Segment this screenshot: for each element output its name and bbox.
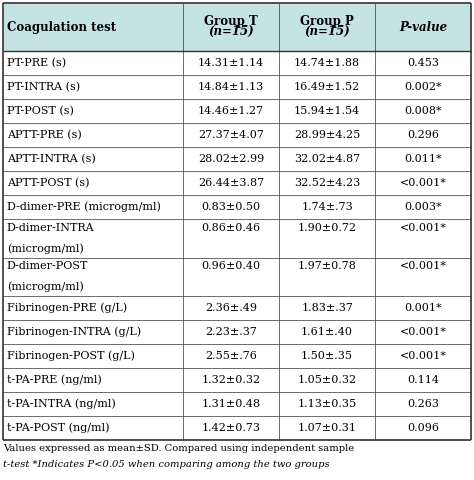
Text: <0.001*: <0.001* xyxy=(400,261,447,271)
Text: <0.001*: <0.001* xyxy=(400,223,447,233)
Text: 1.97±0.78: 1.97±0.78 xyxy=(298,261,356,271)
Text: Fibrinogen-PRE (g/L): Fibrinogen-PRE (g/L) xyxy=(7,303,127,313)
Bar xyxy=(3,147,471,171)
Text: 0.263: 0.263 xyxy=(407,399,439,409)
Text: Fibrinogen-INTRA (g/L): Fibrinogen-INTRA (g/L) xyxy=(7,327,141,337)
Bar xyxy=(3,123,471,147)
Text: 2.23±.37: 2.23±.37 xyxy=(205,327,257,337)
Text: (microgm/ml): (microgm/ml) xyxy=(7,282,83,292)
Text: 0.001*: 0.001* xyxy=(404,303,442,313)
Bar xyxy=(3,219,471,257)
Text: Group P: Group P xyxy=(300,15,354,28)
Text: Group T: Group T xyxy=(204,15,258,28)
Text: 1.13±0.35: 1.13±0.35 xyxy=(298,399,356,409)
Text: 0.83±0.50: 0.83±0.50 xyxy=(201,202,261,212)
Text: (n=15): (n=15) xyxy=(304,24,350,37)
Text: 0.096: 0.096 xyxy=(407,423,439,433)
Bar xyxy=(3,51,471,75)
Text: 32.52±4.23: 32.52±4.23 xyxy=(294,178,360,188)
Text: 2.55±.76: 2.55±.76 xyxy=(205,351,257,361)
Text: Values expressed as mean±SD. Compared using independent sample: Values expressed as mean±SD. Compared us… xyxy=(3,444,354,453)
Text: PT-POST (s): PT-POST (s) xyxy=(7,106,73,116)
Text: Fibrinogen-POST (g/L): Fibrinogen-POST (g/L) xyxy=(7,351,135,361)
Text: 32.02±4.87: 32.02±4.87 xyxy=(294,154,360,164)
Bar xyxy=(3,195,471,219)
Text: 1.07±0.31: 1.07±0.31 xyxy=(298,423,356,433)
Text: 0.008*: 0.008* xyxy=(404,106,442,116)
Text: 16.49±1.52: 16.49±1.52 xyxy=(294,82,360,92)
Text: 14.46±1.27: 14.46±1.27 xyxy=(198,106,264,116)
Text: 0.002*: 0.002* xyxy=(404,82,442,92)
Bar xyxy=(3,416,471,440)
Bar xyxy=(3,344,471,368)
Text: 0.453: 0.453 xyxy=(407,58,439,68)
Text: t-test *Indicates P<0.05 when comparing among the two groups: t-test *Indicates P<0.05 when comparing … xyxy=(3,460,329,469)
Text: 0.296: 0.296 xyxy=(407,130,439,140)
Text: Coagulation test: Coagulation test xyxy=(7,21,116,34)
Text: 1.74±.73: 1.74±.73 xyxy=(301,202,353,212)
Text: 27.37±4.07: 27.37±4.07 xyxy=(198,130,264,140)
Bar xyxy=(3,3,471,51)
Bar xyxy=(3,99,471,123)
Text: t-PA-INTRA (ng/ml): t-PA-INTRA (ng/ml) xyxy=(7,399,116,409)
Text: (n=15): (n=15) xyxy=(209,24,254,37)
Text: 1.05±0.32: 1.05±0.32 xyxy=(298,375,356,385)
Text: 14.74±1.88: 14.74±1.88 xyxy=(294,58,360,68)
Text: 1.32±0.32: 1.32±0.32 xyxy=(201,375,261,385)
Text: 15.94±1.54: 15.94±1.54 xyxy=(294,106,360,116)
Bar xyxy=(3,75,471,99)
Bar xyxy=(3,392,471,416)
Text: PT-PRE (s): PT-PRE (s) xyxy=(7,58,66,68)
Text: 1.61±.40: 1.61±.40 xyxy=(301,327,353,337)
Text: 1.90±0.72: 1.90±0.72 xyxy=(298,223,356,233)
Text: 0.003*: 0.003* xyxy=(404,202,442,212)
Bar xyxy=(3,368,471,392)
Text: (microgm/ml): (microgm/ml) xyxy=(7,243,83,254)
Text: 0.114: 0.114 xyxy=(407,375,439,385)
Text: <0.001*: <0.001* xyxy=(400,327,447,337)
Text: 0.86±0.46: 0.86±0.46 xyxy=(201,223,261,233)
Text: APTT-INTRA (s): APTT-INTRA (s) xyxy=(7,154,96,164)
Text: <0.001*: <0.001* xyxy=(400,351,447,361)
Text: 26.44±3.87: 26.44±3.87 xyxy=(198,178,264,188)
Text: 1.50±.35: 1.50±.35 xyxy=(301,351,353,361)
Bar xyxy=(3,320,471,344)
Text: 28.02±2.99: 28.02±2.99 xyxy=(198,154,264,164)
Text: APTT-PRE (s): APTT-PRE (s) xyxy=(7,130,82,140)
Text: D-dimer-PRE (microgm/ml): D-dimer-PRE (microgm/ml) xyxy=(7,202,161,212)
Bar xyxy=(3,171,471,195)
Text: APTT-POST (s): APTT-POST (s) xyxy=(7,178,89,188)
Text: 14.31±1.14: 14.31±1.14 xyxy=(198,58,264,68)
Bar xyxy=(3,296,471,320)
Text: D-dimer-POST: D-dimer-POST xyxy=(7,261,88,271)
Text: D-dimer-INTRA: D-dimer-INTRA xyxy=(7,223,94,233)
Text: 28.99±4.25: 28.99±4.25 xyxy=(294,130,360,140)
Text: 14.84±1.13: 14.84±1.13 xyxy=(198,82,264,92)
Text: t-PA-PRE (ng/ml): t-PA-PRE (ng/ml) xyxy=(7,375,101,385)
Text: 0.96±0.40: 0.96±0.40 xyxy=(201,261,261,271)
Text: P-value: P-value xyxy=(399,21,447,34)
Text: 1.83±.37: 1.83±.37 xyxy=(301,303,353,313)
Text: 0.011*: 0.011* xyxy=(404,154,442,164)
Text: 1.31±0.48: 1.31±0.48 xyxy=(201,399,261,409)
Text: 2.36±.49: 2.36±.49 xyxy=(205,303,257,313)
Text: PT-INTRA (s): PT-INTRA (s) xyxy=(7,82,80,92)
Text: 1.42±0.73: 1.42±0.73 xyxy=(201,423,261,433)
Bar xyxy=(3,257,471,296)
Text: <0.001*: <0.001* xyxy=(400,178,447,188)
Text: t-PA-POST (ng/ml): t-PA-POST (ng/ml) xyxy=(7,423,109,433)
